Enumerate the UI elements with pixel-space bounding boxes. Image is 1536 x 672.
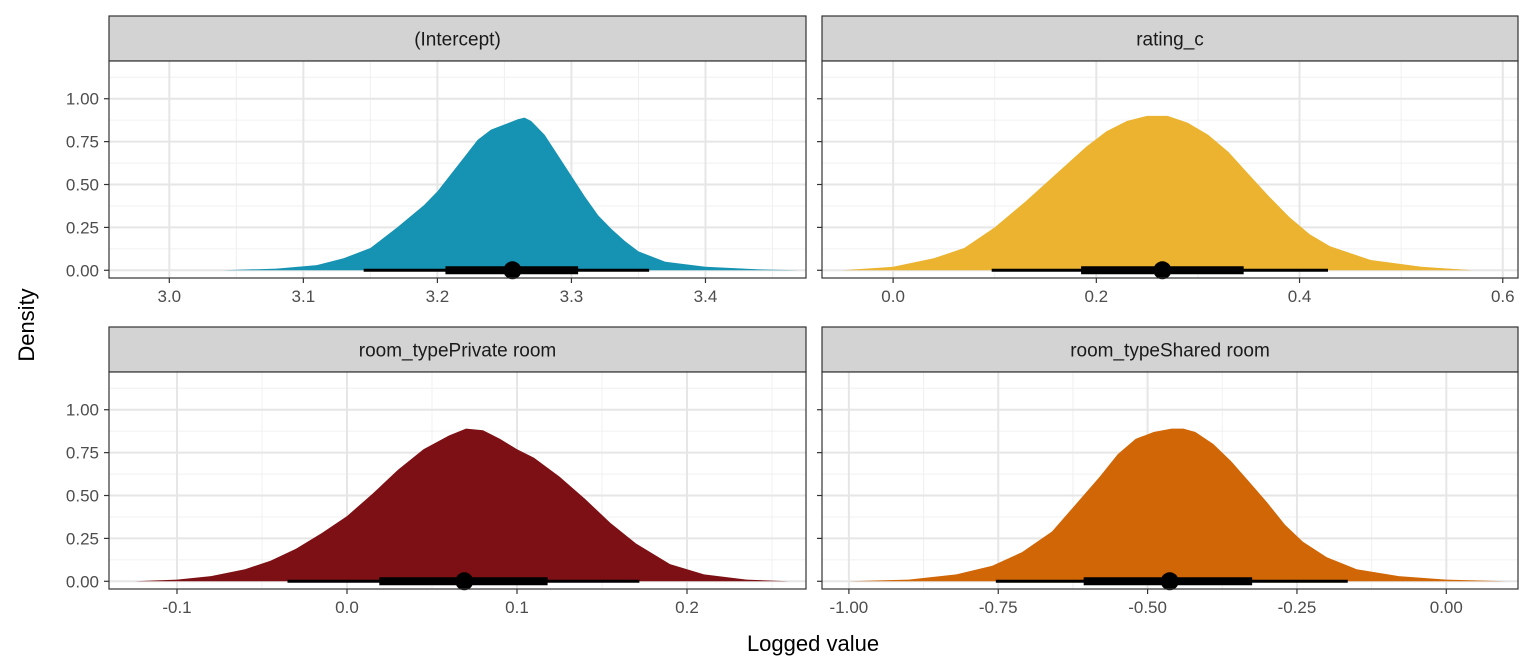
y-tick-label: 1.00 bbox=[66, 401, 99, 420]
x-tick-label: 0.4 bbox=[1288, 287, 1312, 306]
facet-panel: room_typePrivate room -0.1 0.0 0.1 0.2 0.00 0.… bbox=[66, 326, 807, 617]
x-tick-label: -0.75 bbox=[979, 598, 1018, 617]
x-tick-label: -0.50 bbox=[1128, 598, 1167, 617]
x-tick-label: -0.25 bbox=[1278, 598, 1317, 617]
x-tick-label: 0.0 bbox=[335, 598, 359, 617]
y-tick-label: 0.25 bbox=[66, 218, 99, 237]
y-tick-label: 0.50 bbox=[66, 487, 99, 506]
facet-strip bbox=[108, 326, 807, 373]
x-tick-label: 3.2 bbox=[426, 287, 450, 306]
facet-strip bbox=[821, 15, 1519, 62]
y-tick-label: 1.00 bbox=[66, 90, 99, 109]
y-tick-label: 0.75 bbox=[66, 444, 99, 463]
facet-title: rating_c bbox=[1136, 30, 1204, 51]
point-estimate bbox=[455, 572, 474, 591]
density-area bbox=[134, 428, 789, 582]
facet-panel: rating_c 0.0 0.2 0.4 0.6 bbox=[817, 15, 1519, 306]
panel-border bbox=[108, 371, 807, 590]
density-area bbox=[842, 115, 1473, 271]
x-tick-label: 3.1 bbox=[292, 287, 316, 306]
point-estimate bbox=[1160, 572, 1179, 591]
y-axis-title: Density bbox=[14, 288, 39, 361]
panel-border bbox=[821, 60, 1519, 279]
x-tick-label: -0.1 bbox=[162, 598, 191, 617]
x-axis-title: Logged value bbox=[747, 631, 879, 656]
x-tick-label: 0.2 bbox=[675, 598, 699, 617]
panel-border bbox=[821, 371, 1519, 590]
facet-strip bbox=[821, 326, 1519, 373]
point-estimate bbox=[1153, 261, 1172, 280]
x-tick-label: 0.6 bbox=[1491, 287, 1515, 306]
panel-border bbox=[108, 60, 807, 279]
y-tick-label: 0.75 bbox=[66, 133, 99, 152]
y-tick-label: 0.00 bbox=[66, 261, 99, 280]
y-tick-label: 0.00 bbox=[66, 572, 99, 591]
x-tick-label: 0.00 bbox=[1430, 598, 1463, 617]
x-tick-label: -1.00 bbox=[830, 598, 869, 617]
x-tick-label: 3.3 bbox=[560, 287, 584, 306]
x-tick-label: 0.0 bbox=[881, 287, 905, 306]
facet-panel: room_typeShared room -1.00 -0.75 -0.50 -0.25… bbox=[817, 326, 1519, 617]
y-tick-label: 0.25 bbox=[66, 529, 99, 548]
x-tick-label: 3.4 bbox=[694, 287, 718, 306]
x-tick-label: 0.2 bbox=[1085, 287, 1109, 306]
facet-panel: (Intercept) 3.0 3.1 3.2 3.3 3.4 0.00 0.25 0.50 0.… bbox=[66, 15, 807, 306]
facet-title: (Intercept) bbox=[414, 30, 501, 51]
facet-title: room_typePrivate room bbox=[359, 341, 556, 362]
x-tick-label: 3.0 bbox=[157, 287, 181, 306]
facet-strip bbox=[108, 15, 807, 62]
point-estimate bbox=[503, 261, 522, 280]
y-tick-label: 0.50 bbox=[66, 176, 99, 195]
density-area bbox=[848, 428, 1507, 582]
facets: (Intercept) 3.0 3.1 3.2 3.3 3.4 0.00 0.25 0.50 0.… bbox=[66, 15, 1519, 617]
facet-title: room_typeShared room bbox=[1070, 341, 1270, 362]
density-area bbox=[222, 117, 800, 271]
x-tick-label: 0.1 bbox=[505, 598, 529, 617]
